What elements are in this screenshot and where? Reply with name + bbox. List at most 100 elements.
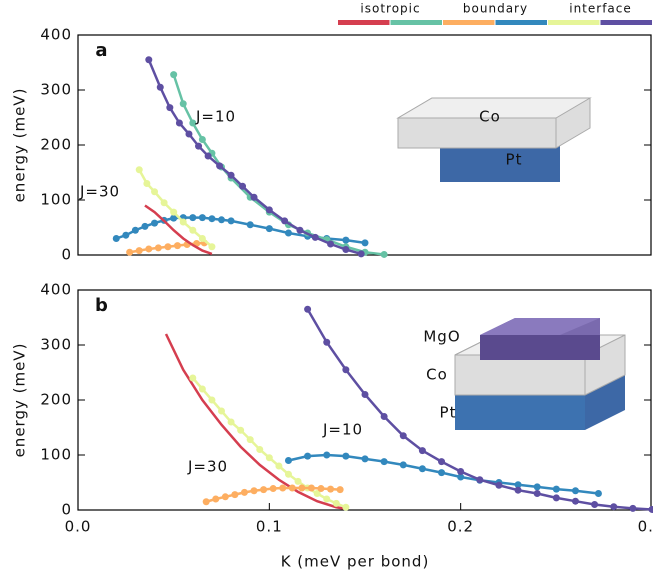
data-point xyxy=(260,486,268,494)
data-point xyxy=(571,497,579,505)
data-point xyxy=(221,493,229,501)
data-point xyxy=(141,222,149,230)
y-tick-label: 300 xyxy=(40,336,72,354)
sample-a xyxy=(396,97,592,182)
data-point xyxy=(418,447,426,455)
x-tick-label: 0.1 xyxy=(256,518,283,536)
panel-label: a xyxy=(95,40,108,61)
data-point xyxy=(298,484,306,492)
data-point xyxy=(156,83,164,91)
data-point xyxy=(476,476,484,484)
legend-swatch xyxy=(390,20,442,25)
data-point xyxy=(208,215,216,223)
data-point xyxy=(594,490,602,497)
data-point xyxy=(227,217,235,225)
data-point xyxy=(195,142,203,150)
data-point xyxy=(342,366,350,374)
y-tick-label: 100 xyxy=(40,191,72,209)
data-point xyxy=(418,465,426,473)
data-point xyxy=(218,216,225,224)
x-axis-label: K (meV per bond) xyxy=(281,553,430,571)
data-point xyxy=(323,338,331,346)
data-point xyxy=(304,305,312,313)
data-point xyxy=(131,226,139,234)
data-point xyxy=(208,396,216,404)
data-point xyxy=(552,485,560,493)
data-point xyxy=(135,166,143,174)
data-point xyxy=(170,214,178,222)
data-point xyxy=(265,206,273,214)
data-point xyxy=(179,218,187,226)
data-point xyxy=(189,214,197,222)
x-tick-label: 0.3 xyxy=(638,518,653,536)
y-tick-label: 300 xyxy=(40,81,72,99)
data-point xyxy=(438,458,446,466)
series-line xyxy=(172,74,385,256)
data-point xyxy=(179,100,187,108)
data-point xyxy=(591,501,599,508)
annotation: Pt xyxy=(440,404,457,422)
data-point xyxy=(514,486,522,494)
sample-b xyxy=(454,318,626,430)
data-point xyxy=(122,231,130,239)
data-point xyxy=(143,180,151,187)
data-point xyxy=(495,481,503,489)
data-point xyxy=(342,452,350,460)
data-point xyxy=(227,171,235,179)
annotation: MgO xyxy=(423,328,460,346)
data-point xyxy=(307,484,315,492)
data-point xyxy=(399,461,407,469)
data-point xyxy=(336,486,344,494)
data-point xyxy=(275,462,283,470)
data-point xyxy=(185,130,193,138)
data-point xyxy=(380,250,388,258)
data-point xyxy=(175,119,183,127)
data-point xyxy=(648,505,653,513)
annotation: Pt xyxy=(506,151,523,169)
data-point xyxy=(533,490,541,497)
data-point xyxy=(457,473,465,481)
legend-label: boundary xyxy=(463,2,528,16)
panel-label: b xyxy=(95,295,109,316)
annotation: Co xyxy=(479,108,501,126)
data-point xyxy=(246,221,254,229)
legend-label: interface xyxy=(569,2,632,16)
data-point xyxy=(361,391,369,398)
data-point xyxy=(112,235,120,242)
data-point xyxy=(571,487,579,495)
data-point xyxy=(204,152,212,160)
data-point xyxy=(208,243,216,251)
legend-swatch xyxy=(443,20,495,25)
data-point xyxy=(246,436,254,444)
data-point xyxy=(323,451,331,459)
data-point xyxy=(327,240,335,248)
data-point xyxy=(227,418,235,426)
data-point xyxy=(237,426,245,434)
data-point xyxy=(361,455,369,463)
data-point xyxy=(332,499,340,507)
data-point xyxy=(284,470,292,478)
data-point xyxy=(342,503,350,511)
data-point xyxy=(218,407,225,415)
data-point xyxy=(294,477,302,485)
annotation: J=30 xyxy=(187,458,228,476)
data-point xyxy=(629,504,637,512)
y-tick-label: 400 xyxy=(40,281,72,299)
data-point xyxy=(250,487,258,495)
annotation: J=10 xyxy=(195,108,236,126)
data-point xyxy=(212,495,220,503)
series-line xyxy=(144,204,213,256)
x-tick-label: 0.2 xyxy=(447,518,474,536)
data-point xyxy=(265,225,273,233)
annotation: Co xyxy=(426,366,448,384)
data-point xyxy=(311,233,319,241)
data-point xyxy=(284,457,292,464)
data-point xyxy=(189,119,197,127)
data-point xyxy=(323,495,331,503)
annotation: J=30 xyxy=(79,183,120,201)
data-point xyxy=(457,468,465,475)
data-point xyxy=(145,56,153,64)
data-point xyxy=(304,452,312,460)
data-point xyxy=(170,71,178,79)
data-point xyxy=(288,484,296,492)
